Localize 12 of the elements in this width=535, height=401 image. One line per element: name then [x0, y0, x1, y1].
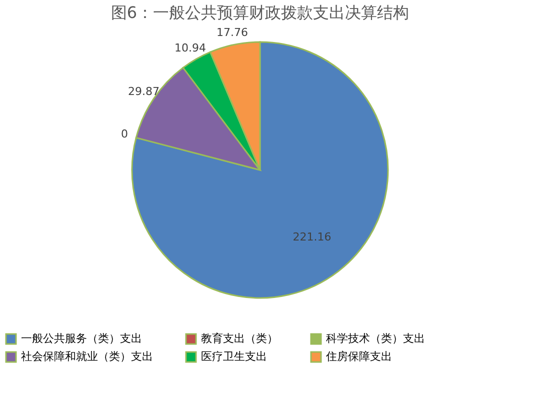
legend-label: 科学技术（类）支出	[326, 332, 425, 345]
legend-label: 社会保障和就业（类）支出	[21, 350, 153, 363]
legend-label: 教育支出（类）	[201, 332, 278, 345]
data-label: 17.76	[216, 26, 248, 39]
data-label: 221.16	[292, 230, 332, 244]
legend-label: 住房保障支出	[326, 350, 392, 363]
chart-title: 图6：一般公共预算财政拨款支出决算结构	[110, 3, 410, 22]
legend-label: 医疗卫生支出	[201, 350, 267, 363]
text: 0	[121, 128, 128, 141]
legend-label: 一般公共服务（类）支出	[21, 332, 142, 345]
data-label: 10.94	[174, 42, 206, 55]
data-label: 29.87	[128, 85, 160, 98]
